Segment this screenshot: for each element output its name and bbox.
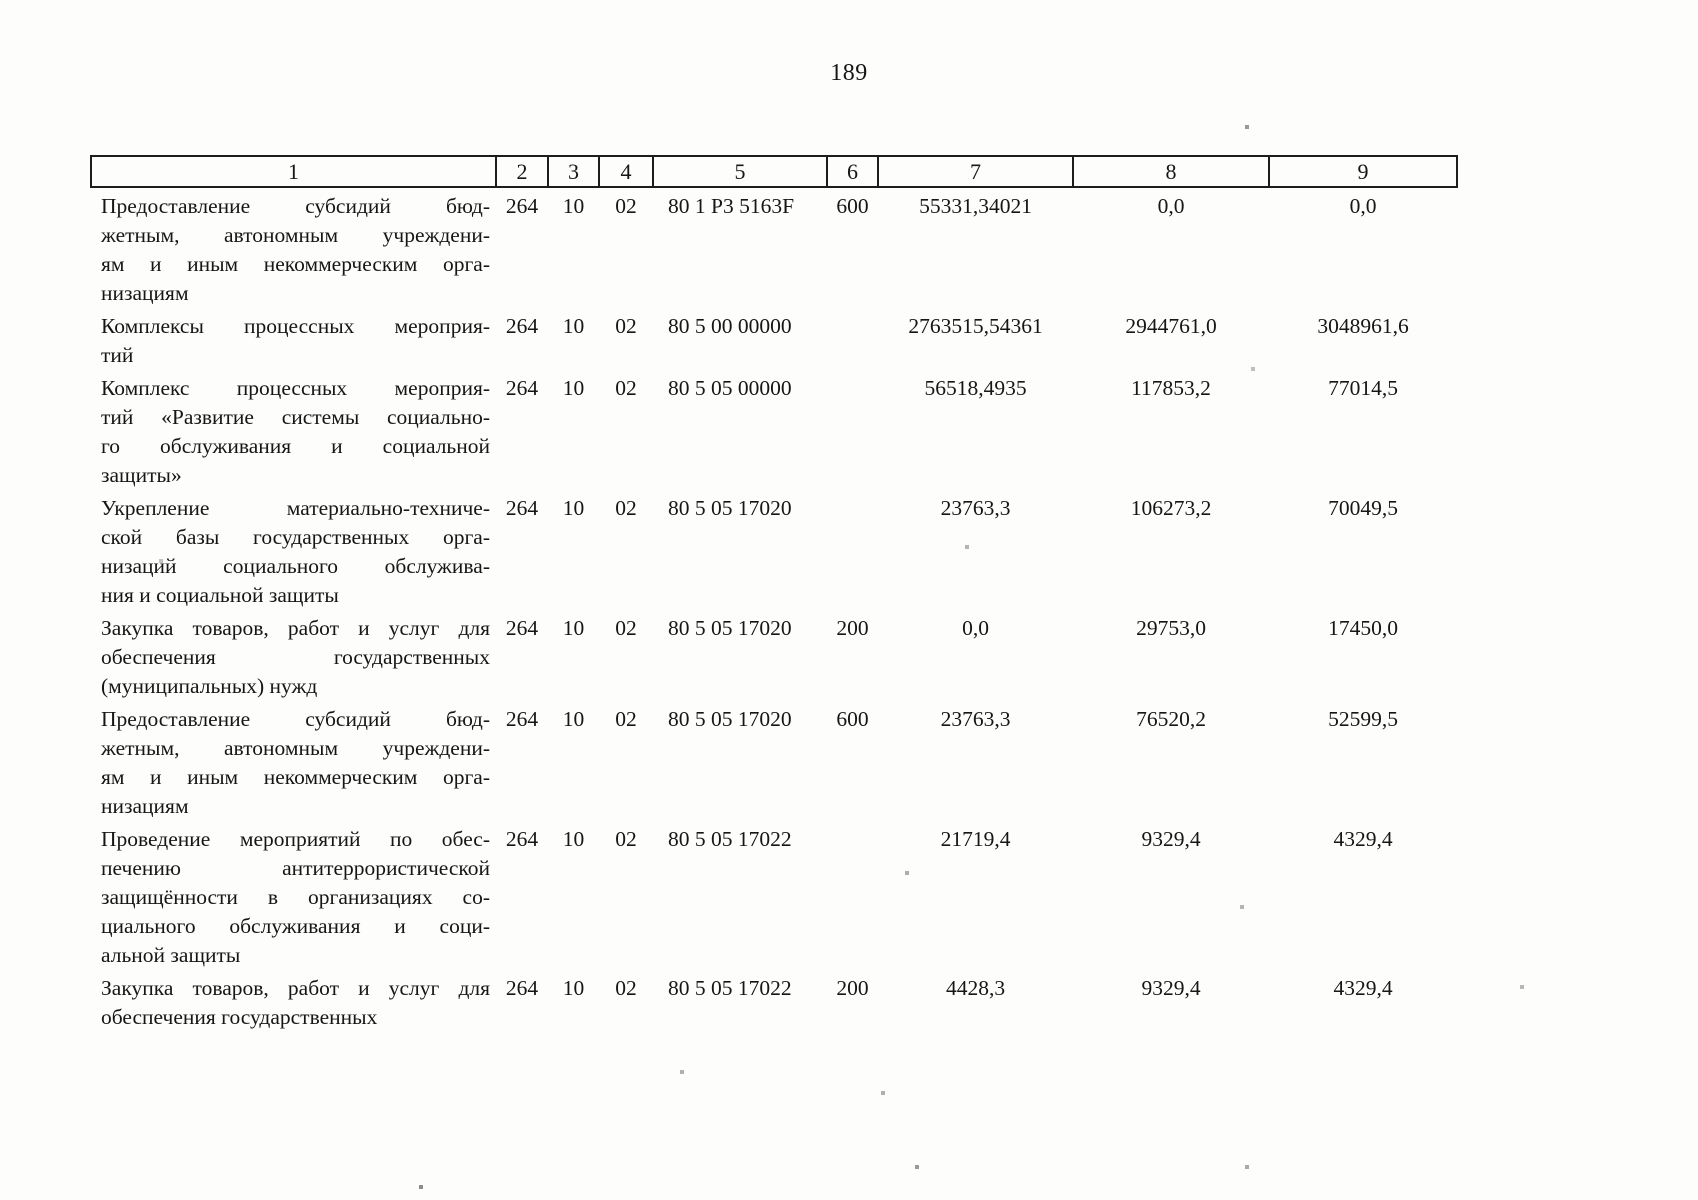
amount-year2-cell: 9329,4 [1141,976,1201,1000]
subsection-code-cell: 02 [615,314,637,338]
amount-year2-cell: 106273,2 [1130,496,1212,520]
expense-name-cell: Предоставление субсидий бюд-жетным, авто… [101,194,490,305]
subsection-code-cell: 02 [615,376,637,400]
budget-table: 1 2 3 4 5 6 7 8 9 Предоставление субсиди… [90,155,1458,1032]
amount-year3-cell: 70049,5 [1328,496,1398,520]
table-row: Предоставление субсидий бюд-жетным, авто… [91,701,1457,821]
expense-name-cell: Закупка товаров, работ и услуг для обеспе… [101,616,490,698]
amount-year2-cell: 76520,2 [1136,707,1206,731]
section-code-cell: 10 [562,827,585,851]
expense-type-cell [827,370,878,490]
page-number: 189 [830,60,868,86]
subsection-code-cell: 02 [615,194,637,218]
amount-year1-cell: 0,0 [962,616,989,640]
target-article-cell: 80 5 05 17020 [668,496,792,520]
section-code-cell: 10 [562,376,585,400]
grbs-code-cell: 264 [505,496,539,520]
column-header-6: 6 [826,155,879,188]
table-row: Комплекс процессных мероприя-тий «Развит… [91,370,1457,490]
amount-year3-cell: 52599,5 [1328,707,1398,731]
amount-year1-cell: 4428,3 [945,976,1006,1000]
amount-year3-cell: 77014,5 [1328,376,1398,400]
amount-year1-cell: 21719,4 [940,827,1011,851]
target-article-cell: 80 5 05 17022 [668,827,792,851]
subsection-code-cell: 02 [615,827,637,851]
grbs-code-cell: 264 [505,376,539,400]
column-header-2: 2 [495,155,549,188]
grbs-code-cell: 264 [505,194,539,218]
expense-type-cell: 600 [836,707,869,731]
target-article-cell: 80 5 05 17020 [668,707,792,731]
section-code-cell: 10 [562,496,585,520]
table-row: Укрепление материально-техниче-ской базы… [91,490,1457,610]
expense-name-cell: Закупка товаров, работ и услуг для обеспе… [101,976,490,1029]
subsection-code-cell: 02 [615,616,637,640]
expense-type-cell [827,308,878,370]
amount-year3-cell: 4329,4 [1333,976,1393,1000]
column-header-7: 7 [877,155,1074,188]
target-article-cell: 80 5 05 17020 [668,616,792,640]
column-header-9: 9 [1268,155,1458,188]
expense-type-cell: 200 [836,616,869,640]
target-article-cell: 80 5 05 00000 [668,376,792,400]
amount-year1-cell: 23763,3 [940,707,1011,731]
section-code-cell: 10 [562,314,585,338]
expense-type-cell: 200 [836,976,869,1000]
grbs-code-cell: 264 [505,827,539,851]
expense-name-cell: Комплексы процессных мероприя-тий [101,314,490,367]
column-header-4: 4 [598,155,654,188]
table-row: Комплексы процессных мероприя-тий 264 10… [91,308,1457,370]
column-header-5: 5 [652,155,828,188]
section-code-cell: 10 [562,707,585,731]
expense-type-cell: 600 [836,194,869,218]
amount-year1-cell: 55331,34021 [919,194,1032,218]
subsection-code-cell: 02 [615,496,637,520]
expense-type-cell [827,490,878,610]
expense-name-cell: Укрепление материально-техниче-ской базы… [101,496,490,607]
table-row: Закупка товаров, работ и услуг для обеспе… [91,610,1457,701]
expense-name-cell: Комплекс процессных мероприя-тий «Развит… [101,376,490,487]
amount-year2-cell: 117853,2 [1131,376,1211,400]
target-article-cell: 80 5 00 00000 [668,314,792,338]
amount-year3-cell: 0,0 [1349,194,1377,218]
subsection-code-cell: 02 [615,976,637,1000]
section-code-cell: 10 [562,616,585,640]
section-code-cell: 10 [562,194,585,218]
target-article-cell: 80 5 05 17022 [668,976,792,1000]
amount-year2-cell: 2944761,0 [1125,314,1217,338]
section-code-cell: 10 [562,976,585,1000]
amount-year2-cell: 29753,0 [1136,616,1206,640]
column-header-8: 8 [1072,155,1270,188]
expense-name-cell: Предоставление субсидий бюд-жетным, авто… [101,707,490,818]
amount-year3-cell: 4329,4 [1333,827,1393,851]
grbs-code-cell: 264 [505,616,539,640]
table-row: Проведение мероприятий по обес-печению а… [91,821,1457,970]
amount-year2-cell: 0,0 [1157,194,1185,218]
table-header-row: 1 2 3 4 5 6 7 8 9 [90,155,1458,188]
subsection-code-cell: 02 [615,707,637,731]
table-row: Закупка товаров, работ и услуг для обеспе… [91,970,1457,1032]
grbs-code-cell: 264 [505,707,539,731]
target-article-cell: 80 1 P3 5163F [668,194,795,218]
expense-name-cell: Проведение мероприятий по обес-печению а… [101,827,490,967]
amount-year1-cell: 23763,3 [940,496,1011,520]
grbs-code-cell: 264 [505,314,539,338]
amount-year3-cell: 17450,0 [1328,616,1398,640]
scan-noise [0,0,2,2]
grbs-code-cell: 264 [505,976,539,1000]
amount-year3-cell: 3048961,6 [1317,314,1409,338]
amount-year1-cell: 56518,4935 [924,376,1027,400]
column-header-1: 1 [90,155,497,188]
amount-year2-cell: 9329,4 [1141,827,1201,851]
expense-type-cell [827,821,878,970]
table-row: Предоставление субсидий бюд-жетным, авто… [91,187,1457,308]
amount-year1-cell: 2763515,54361 [908,314,1043,338]
column-header-3: 3 [547,155,600,188]
